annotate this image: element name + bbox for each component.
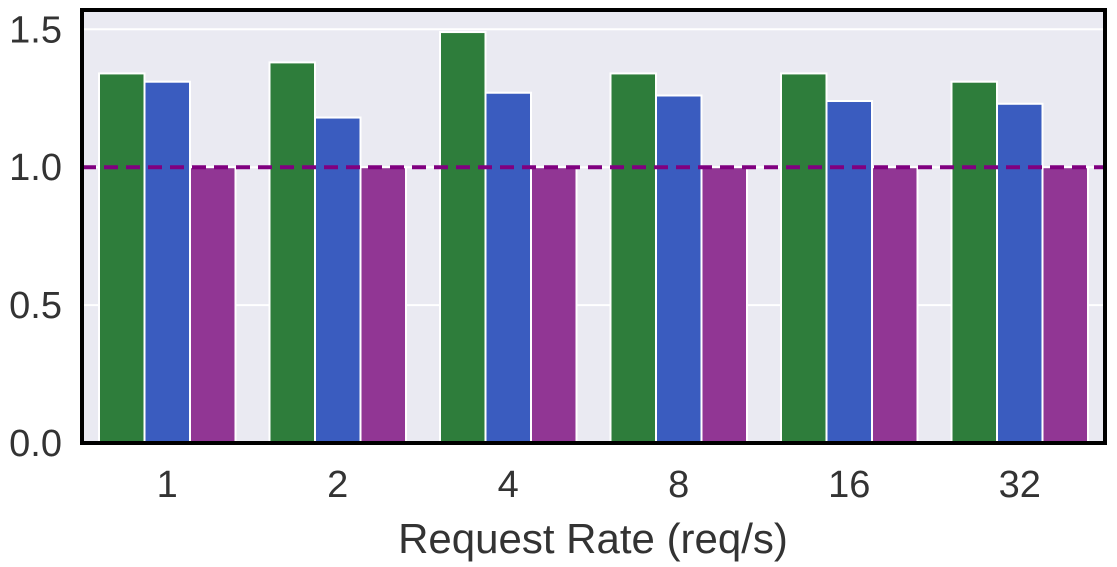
y-tick-label: 0.0 xyxy=(9,423,62,465)
bar xyxy=(268,61,316,444)
bar xyxy=(950,80,998,445)
x-tick-label: 16 xyxy=(828,464,870,506)
x-tick-labels: 1 2 4 8 16 32 xyxy=(157,464,1041,506)
plot-frame xyxy=(80,8,1107,445)
bar xyxy=(825,100,873,445)
y-tick-label: 1.5 xyxy=(9,9,62,51)
x-tick-label: 1 xyxy=(157,464,178,506)
bar xyxy=(700,166,748,444)
bar xyxy=(359,166,407,444)
bar xyxy=(871,166,919,444)
bar xyxy=(189,166,237,444)
bar xyxy=(530,166,578,444)
bar xyxy=(780,72,828,444)
x-axis-label: Request Rate (req/s) xyxy=(398,515,788,562)
bar xyxy=(1041,166,1089,444)
plot-background xyxy=(82,10,1105,443)
x-tick-label: 2 xyxy=(327,464,348,506)
y-tick-label: 0.5 xyxy=(9,285,62,327)
y-tick-label: 1.0 xyxy=(9,147,62,189)
bar xyxy=(609,72,657,444)
bar xyxy=(655,94,703,444)
x-tick-label: 32 xyxy=(999,464,1041,506)
bars xyxy=(98,31,1089,445)
y-tick-labels: 0.0 0.5 1.0 1.5 xyxy=(9,9,62,465)
bar xyxy=(439,31,487,445)
bar xyxy=(484,91,532,444)
bar xyxy=(143,80,191,445)
x-tick-label: 4 xyxy=(498,464,519,506)
bar xyxy=(98,72,146,444)
x-tick-label: 8 xyxy=(668,464,689,506)
bar xyxy=(996,102,1044,445)
